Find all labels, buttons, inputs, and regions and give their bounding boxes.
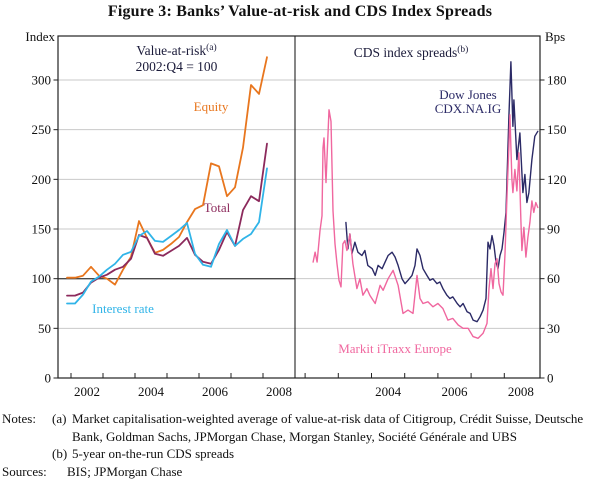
x-tick-label-2006-panel2: 2006 — [442, 384, 469, 399]
right-axis-tick-label-60: 60 — [547, 271, 560, 286]
note-b-marker: (b) — [52, 446, 68, 461]
series-label-total: Total — [204, 200, 231, 215]
x-tick-label-2004-panel1: 2004 — [138, 384, 165, 399]
x-tick-label-2008-panel1: 2008 — [266, 384, 292, 399]
sources-label: Sources: — [2, 463, 47, 479]
left-axis-tick-label-0: 0 — [45, 371, 52, 386]
right-axis-tick-label-150: 150 — [547, 122, 567, 137]
sources-row: Sources: BIS; JPMorgan Chase — [2, 463, 598, 481]
figure-title: Figure 3: Banks’ Value-at-risk and CDS I… — [107, 3, 493, 20]
right-axis-unit-label: Bps — [545, 29, 565, 44]
right-axis-tick-label-120: 120 — [547, 172, 567, 187]
x-tick-label-2004-panel2: 2004 — [375, 384, 402, 399]
note-b-text: 5-year on-the-run CDS spreads — [72, 446, 235, 461]
left-axis-tick-label-200: 200 — [32, 172, 52, 187]
series-label-interest-rate: Interest rate — [92, 301, 154, 316]
sources-text: BIS; JPMorgan Chase — [67, 463, 183, 479]
notes-label: Notes: — [2, 411, 36, 426]
left-axis-tick-label-300: 300 — [32, 73, 52, 88]
series-label-equity: Equity — [194, 99, 229, 114]
series-line-interest-rate — [66, 167, 268, 305]
note-a-marker: (a) — [52, 411, 67, 426]
x-tick-label-2008-panel2: 2008 — [508, 384, 534, 399]
chart-plot: Equity Total Interest rate Dow JonesCDX.NA.… — [25, 29, 567, 399]
right-axis-tick-label-90: 90 — [547, 221, 560, 236]
note-a-text: Market capitalisation-weighted average o… — [72, 411, 584, 444]
series-label-markit-itraxx-europe: Markit iTraxx Europe — [338, 341, 452, 356]
panel-title-1: Value-at-risk(a) — [136, 42, 216, 58]
panel-subtitle-1: 2002:Q4 = 100 — [136, 59, 218, 74]
note-row-a: Notes: (a) Market capitalisation-weighte… — [2, 410, 598, 445]
series-label-dow-jones-cdx-na-ig-1: Dow Jones — [439, 87, 496, 102]
series-line-markit-itraxx-europe — [312, 109, 539, 339]
right-axis-tick-label-180: 180 — [547, 72, 567, 87]
plot-border — [57, 35, 541, 379]
series-line-equity — [66, 56, 268, 286]
left-axis-tick-label-150: 150 — [32, 222, 52, 237]
left-axis-unit-label: Index — [25, 29, 55, 44]
note-row-b: (b) 5-year on-the-run CDS spreads — [2, 445, 598, 463]
left-axis-tick-label-50: 50 — [38, 321, 51, 336]
x-tick-label-2006-panel1: 2006 — [202, 384, 229, 399]
left-axis-tick-label-250: 250 — [32, 122, 52, 137]
series-label-dow-jones-cdx-na-ig-2: CDX.NA.IG — [435, 101, 501, 116]
right-axis-tick-label-0: 0 — [547, 371, 554, 386]
panel-title-2: CDS index spreads(b) — [354, 44, 469, 60]
right-axis-tick-label-30: 30 — [547, 321, 560, 336]
left-axis-tick-label-100: 100 — [32, 271, 52, 286]
x-tick-label-2002-panel1: 2002 — [74, 384, 100, 399]
series-line-dow-jones-cdx-na-ig — [345, 61, 539, 323]
notes-block: Notes: (a) Market capitalisation-weighte… — [2, 410, 598, 480]
